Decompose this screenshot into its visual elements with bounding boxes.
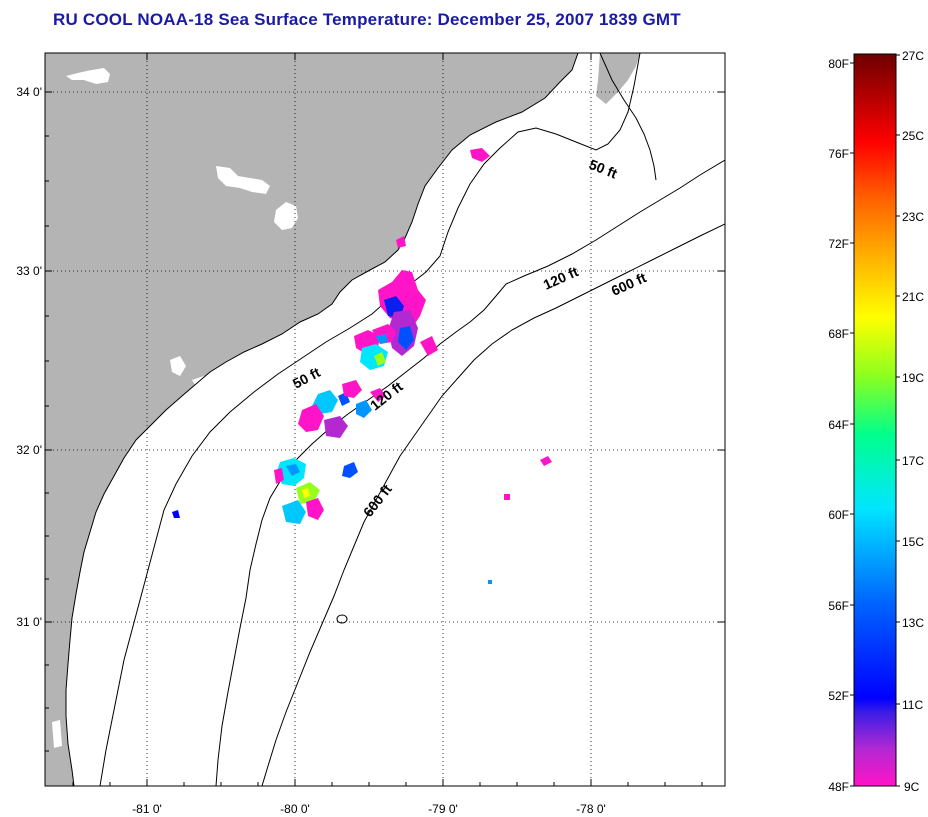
latitude-axis [45,91,725,752]
lat-label-34: 34 0' [16,85,42,99]
colorbar-label-76f: 76F [828,147,849,161]
colorbar-label-11c: 11C [902,698,923,712]
inland-lakes [52,68,412,748]
colorbar-label-9c: 9C [904,780,920,794]
map-frame [44,52,726,787]
grid-lines [45,53,725,786]
colorbar-label-15c: 15C [902,535,924,549]
colorbar-label-17c: 17C [902,454,924,468]
colorbar-label-21c: 21C [902,290,924,304]
lon-label-79: -79 0' [428,802,458,816]
colorbar-label-23c: 23C [902,210,924,224]
longitude-axis [72,53,703,786]
lat-label-32: 32 0' [16,443,42,457]
colorbar-label-60f: 60F [828,508,849,522]
lon-label-78: -78 0' [576,802,606,816]
lon-label-81: -81 0' [132,802,162,816]
colorbar-label-72f: 72F [828,237,849,251]
lon-label-80: -80 0' [280,802,310,816]
contour-120ft [215,159,725,786]
contour-600ft [261,223,725,786]
colorbar-label-48f: 48F [828,780,849,794]
sst-data-patches [172,148,552,584]
contour-50ft [99,53,657,786]
lat-label-33: 33 0' [16,264,42,278]
colorbar-label-56f: 56F [828,599,849,613]
land-northeast [596,53,640,104]
colorbar-ticks [850,54,900,787]
colorbar-label-64f: 64F [828,418,849,432]
colorbar-label-80f: 80F [828,57,849,71]
map-title: RU COOL NOAA-18 Sea Surface Temperature:… [53,10,681,29]
colorbar-label-19c: 19C [902,371,924,385]
colorbar-label-68f: 68F [828,327,849,341]
land-area [45,53,578,786]
lat-label-31: 31 0' [16,615,42,629]
colorbar [853,53,897,787]
colorbar-label-25c: 25C [902,129,924,143]
colorbar-label-52f: 52F [828,689,849,703]
colorbar-label-27c: 27C [902,49,924,63]
colorbar-label-13c: 13C [902,616,924,630]
seamount-contour [336,614,348,624]
